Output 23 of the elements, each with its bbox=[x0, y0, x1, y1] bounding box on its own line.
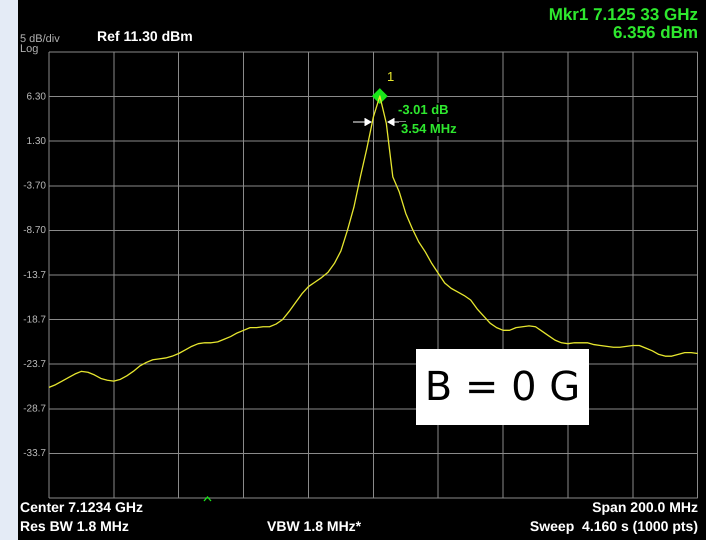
y-tick-label: 6.30 bbox=[26, 91, 46, 102]
annotation: 1 bbox=[387, 69, 394, 84]
text: VBW 1.8 MHz* bbox=[267, 518, 362, 534]
y-tick-label: -8.70 bbox=[23, 225, 46, 236]
y-tick-label: -13.7 bbox=[23, 270, 46, 281]
text: Mkr1 7.125 33 GHz bbox=[548, 5, 698, 25]
annotation: -3.01 dB bbox=[396, 102, 451, 118]
y-tick-label: -28.7 bbox=[23, 404, 46, 415]
text: Span 200.0 MHz bbox=[592, 499, 698, 516]
y-tick-label: -18.7 bbox=[23, 314, 46, 326]
text: Center 7.1234 GHz bbox=[20, 499, 143, 516]
y-tick-label: 1.30 bbox=[26, 136, 46, 147]
text: Log bbox=[20, 43, 38, 56]
annotation: B = 0 G bbox=[416, 349, 589, 425]
y-tick-label: -33.7 bbox=[23, 448, 46, 460]
text: Res BW 1.8 MHz bbox=[20, 518, 129, 534]
y-tick-label: -23.7 bbox=[23, 358, 46, 370]
text: Ref 11.30 dBm bbox=[97, 28, 193, 44]
text: 6.356 dBm bbox=[612, 23, 698, 43]
annotation: 3.54 MHz bbox=[399, 121, 459, 136]
y-tick-label: -3.70 bbox=[23, 180, 46, 192]
text: 5 dB/div bbox=[20, 33, 60, 45]
text: Sweep 4.160 s (1000 pts) bbox=[530, 518, 698, 534]
